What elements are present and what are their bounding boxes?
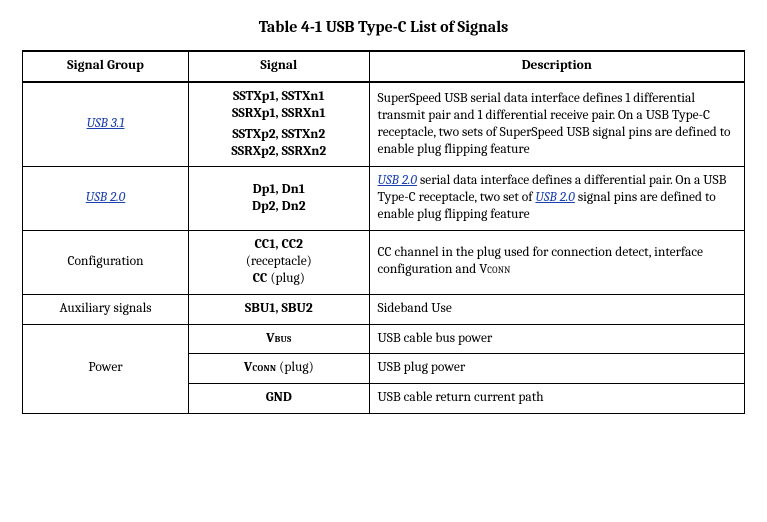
cell-desc-aux: Sideband Use xyxy=(369,294,744,324)
cell-signal-gnd: GND xyxy=(189,384,370,414)
cell-group-config: Configuration xyxy=(23,231,189,295)
cell-desc-vconn: USB plug power xyxy=(369,354,744,384)
table-row: USB 2.0 Dp1, Dn1 Dp2, Dn2 USB 2.0 serial… xyxy=(23,167,745,231)
sig-line: SBU1, SBU2 xyxy=(245,301,313,316)
usb20-link-inline-a[interactable]: USB 2.0 xyxy=(378,173,417,188)
smallcaps-text: conn xyxy=(252,360,276,375)
usb31-link[interactable]: USB 3.1 xyxy=(87,116,125,131)
table-row: Configuration CC1, CC2 (receptacle) CC (… xyxy=(23,231,745,295)
sig-line: SSTXp2, SSTXn2 xyxy=(232,127,325,144)
table-header-row: Signal Group Signal Description xyxy=(23,51,745,82)
table-row: Power Vbus USB cable bus power xyxy=(23,324,745,354)
cell-group-usb31: USB 3.1 xyxy=(23,82,189,167)
usb20-link[interactable]: USB 2.0 xyxy=(86,190,125,205)
cell-signal-aux: SBU1, SBU2 xyxy=(189,294,370,324)
cell-signal-usb20: Dp1, Dn1 Dp2, Dn2 xyxy=(189,167,370,231)
sig-line: Dp2, Dn2 xyxy=(252,199,306,214)
table-row: USB 3.1 SSTXp1, SSTXn1 SSRXp1, SSRXn1 SS… xyxy=(23,82,745,167)
col-header-signal: Signal xyxy=(189,51,370,82)
sig-line: SSTXp1, SSTXn1 xyxy=(233,89,325,104)
signals-table: Signal Group Signal Description USB 3.1 … xyxy=(22,50,745,414)
sig-line: GND xyxy=(266,390,292,405)
sig-line: Dp1, Dn1 xyxy=(253,182,305,197)
sig-line: CC1, CC2 xyxy=(255,237,303,252)
sig-line: SSRXp2, SSRXn2 xyxy=(231,144,326,159)
table-container: Table 4-1 USB Type-C List of Signals Sig… xyxy=(0,0,767,434)
col-header-description: Description xyxy=(369,51,744,82)
sig-note: (receptacle) xyxy=(246,254,312,269)
cell-group-aux: Auxiliary signals xyxy=(23,294,189,324)
table-caption: Table 4-1 USB Type-C List of Signals xyxy=(22,18,745,36)
cell-group-power: Power xyxy=(23,324,189,414)
col-header-signal-group: Signal Group xyxy=(23,51,189,82)
cell-desc-config: CC channel in the plug used for connecti… xyxy=(369,231,744,295)
cell-signal-usb31: SSTXp1, SSTXn1 SSRXp1, SSRXn1 SSTXp2, SS… xyxy=(189,82,370,167)
smallcaps-text: conn xyxy=(487,262,510,277)
cell-desc-usb31: SuperSpeed USB serial data interface def… xyxy=(369,82,744,167)
sig-note: (plug) xyxy=(267,271,305,286)
cell-desc-gnd: USB cable return current path xyxy=(369,384,744,414)
cell-desc-vbus: USB cable bus power xyxy=(369,324,744,354)
cell-signal-vconn: Vconn (plug) xyxy=(189,354,370,384)
usb20-link-inline-b[interactable]: USB 2.0 xyxy=(535,190,574,205)
cell-group-usb20: USB 2.0 xyxy=(23,167,189,231)
cell-signal-vbus: Vbus xyxy=(189,324,370,354)
cell-signal-config: CC1, CC2 (receptacle) CC (plug) xyxy=(189,231,370,295)
sig-line: SSRXp1, SSRXn1 xyxy=(232,106,326,121)
table-row: Auxiliary signals SBU1, SBU2 Sideband Us… xyxy=(23,294,745,324)
desc-text: CC channel in the plug used for connecti… xyxy=(378,245,703,277)
smallcaps-text: bus xyxy=(275,331,292,346)
sig-note: (plug) xyxy=(276,360,314,375)
sig-line: V xyxy=(266,331,275,346)
sig-line: CC xyxy=(253,271,268,286)
cell-desc-usb20: USB 2.0 serial data interface defines a … xyxy=(369,167,744,231)
